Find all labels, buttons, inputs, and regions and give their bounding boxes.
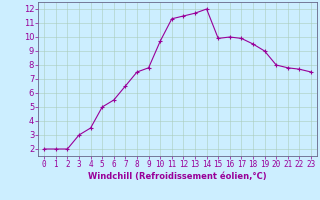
X-axis label: Windchill (Refroidissement éolien,°C): Windchill (Refroidissement éolien,°C) [88, 172, 267, 181]
